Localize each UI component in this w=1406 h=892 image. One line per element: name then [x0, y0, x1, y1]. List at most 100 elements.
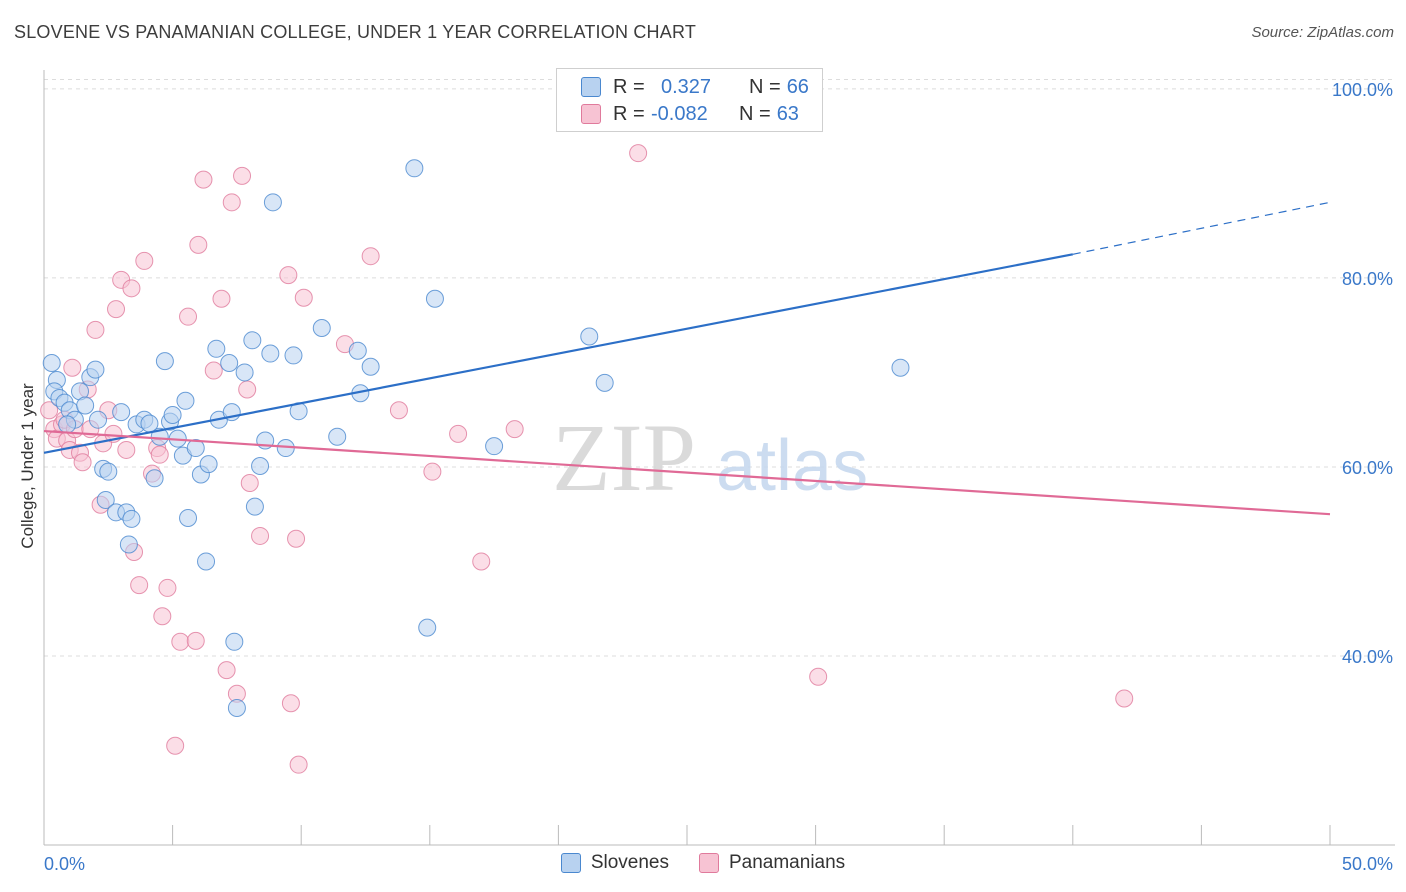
- panamanians-point: [179, 307, 198, 326]
- panamanians-points: [40, 79, 1134, 774]
- slovenes-point: [284, 346, 303, 365]
- slovenes-point: [163, 405, 182, 424]
- legend-swatch-blue: [560, 853, 581, 873]
- panamanians-point: [150, 445, 169, 464]
- y-tick-label: 60.0%: [1342, 458, 1393, 478]
- slovenes-point: [405, 159, 424, 178]
- panamanians-point: [423, 462, 442, 481]
- slovenes-point: [145, 469, 164, 488]
- y-axis-label: College, Under 1 year: [18, 383, 37, 549]
- slovenes-point: [122, 509, 141, 528]
- panamanians-point: [212, 289, 231, 308]
- legend-n-label: N =: [749, 75, 781, 98]
- panamanians-point: [189, 235, 208, 254]
- slovenes-point: [220, 353, 239, 372]
- panamanians-point: [389, 401, 408, 420]
- slovenes-point: [112, 403, 131, 422]
- y-tick-label: 40.0%: [1342, 647, 1393, 667]
- panamanians-point: [629, 144, 648, 163]
- stats-legend: R = 0.327 N = 66 R = -0.082 N = 63: [556, 68, 823, 132]
- panamanians-point: [204, 361, 223, 380]
- panamanians-point: [472, 552, 491, 571]
- panamanians-point: [505, 420, 524, 439]
- panamanians-point: [251, 526, 270, 545]
- tick-labels: 40.0% 60.0% 80.0% 100.0% 0.0% 50.0%: [44, 80, 1393, 874]
- legend-item-panamanians[interactable]: Panamanians: [698, 852, 846, 874]
- legend-swatch-blue: [581, 77, 601, 97]
- y-tick-label: 100.0%: [1332, 80, 1393, 100]
- panamanians-point: [217, 661, 236, 680]
- chart-title: SLOVENE VS PANAMANIAN COLLEGE, UNDER 1 Y…: [14, 22, 697, 42]
- panamanians-point: [240, 474, 259, 493]
- trend-lines: [43, 201, 1331, 516]
- panamanians-point: [171, 632, 190, 651]
- legend-swatch-pink: [581, 104, 601, 124]
- slovenes-point: [348, 341, 367, 360]
- panamanians-point: [281, 694, 300, 713]
- slovenes-point: [197, 552, 216, 571]
- slovenes-point: [245, 497, 264, 516]
- panamanians-point: [1115, 689, 1134, 708]
- source-label: Source: ZipAtlas.com: [1251, 24, 1394, 41]
- panamanians-point: [294, 288, 313, 307]
- legend-row-slovenes: R = 0.327 N = 66: [581, 74, 809, 100]
- legend-item-slovenes[interactable]: Slovenes: [560, 852, 669, 874]
- slovenes-point: [176, 391, 195, 410]
- watermark: ZIP atlas: [552, 404, 868, 511]
- axes: [43, 70, 1395, 846]
- legend-label-panamanians: Panamanians: [728, 852, 846, 873]
- slovenes-point: [96, 491, 115, 510]
- slovenes-point: [243, 331, 262, 350]
- slovenes-trend-extension: [1072, 201, 1331, 255]
- slovenes-point: [263, 193, 282, 212]
- legend-r-label: R =: [613, 75, 645, 98]
- legend-n-value: 66: [786, 75, 809, 98]
- slovenes-point: [251, 457, 270, 476]
- slovenes-point: [418, 618, 437, 637]
- panamanians-point: [107, 300, 126, 319]
- legend-label-slovenes: Slovenes: [590, 852, 669, 873]
- panamanians-point: [233, 166, 252, 185]
- panamanians-point: [809, 667, 828, 686]
- slovenes-point: [595, 373, 614, 392]
- slovenes-point: [485, 437, 504, 456]
- panamanians-point: [186, 631, 205, 650]
- slovenes-point: [99, 462, 118, 481]
- series-legend: Slovenes Panamanians: [0, 852, 1406, 874]
- slovenes-point: [86, 360, 105, 379]
- slovenes-point: [891, 358, 910, 377]
- slovenes-point: [261, 344, 280, 363]
- slovenes-point: [150, 427, 169, 446]
- slovenes-point: [425, 289, 444, 308]
- panamanians-point: [73, 453, 92, 472]
- legend-swatch-pink: [698, 853, 719, 873]
- slovenes-point: [207, 339, 226, 358]
- slovenes-point: [199, 455, 218, 474]
- legend-r-value: 0.327: [661, 75, 712, 98]
- panamanians-point: [135, 251, 154, 270]
- slovenes-point: [58, 415, 77, 434]
- panamanians-point: [279, 266, 298, 285]
- panamanians-point: [122, 279, 141, 298]
- watermark-atlas: atlas: [716, 426, 868, 506]
- panamanians-point: [194, 170, 213, 189]
- slovenes-point: [119, 535, 138, 554]
- panamanians-point: [117, 440, 136, 459]
- panamanians-point: [166, 736, 185, 755]
- slovenes-point: [179, 508, 198, 527]
- panamanians-point: [238, 380, 257, 399]
- slovenes-point: [227, 698, 246, 717]
- slovenes-point: [76, 396, 95, 415]
- legend-r-value: -0.082: [651, 102, 708, 125]
- slovenes-point: [155, 352, 174, 371]
- legend-r-label: R =: [613, 102, 645, 125]
- panamanians-point: [287, 529, 306, 548]
- legend-n-label: N =: [739, 102, 771, 125]
- panamanians-point: [153, 607, 172, 626]
- slovenes-point: [42, 353, 61, 372]
- slovenes-point: [580, 327, 599, 346]
- slovenes-points: [42, 159, 910, 717]
- slovenes-point: [89, 410, 108, 429]
- panamanians-point: [361, 247, 380, 266]
